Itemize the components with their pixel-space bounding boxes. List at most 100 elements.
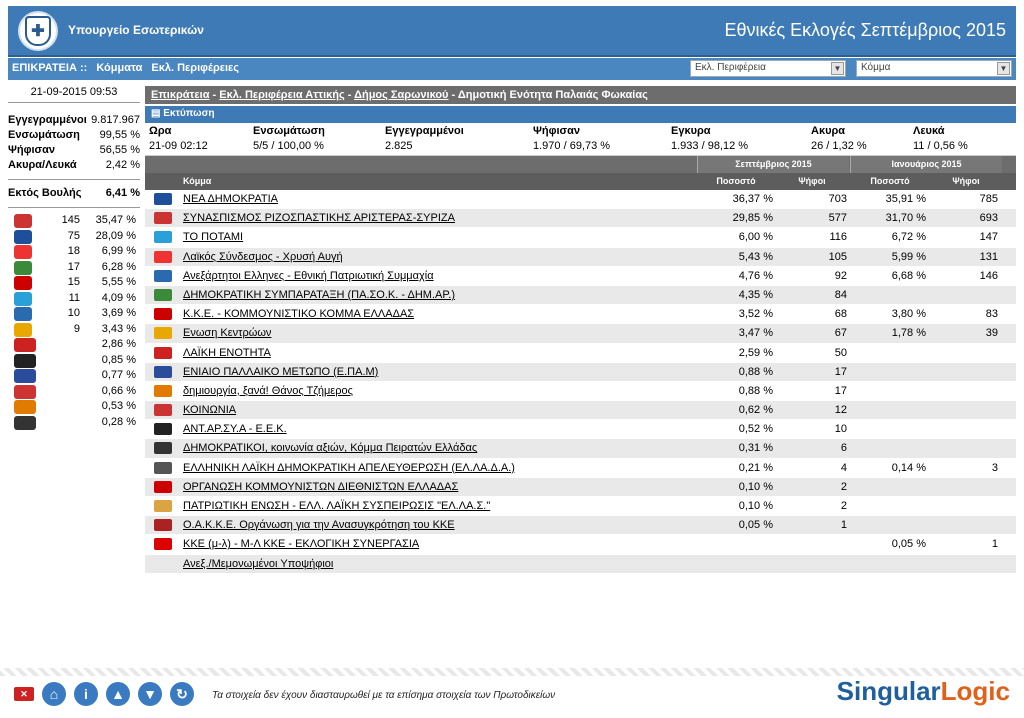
party-name-link[interactable]: Ανεξάρτητοι Ελληνες - Εθνική Πατριωτική …	[183, 269, 434, 282]
party-percent: 0,53 %	[101, 400, 136, 412]
jan-votes: 146	[979, 269, 998, 282]
party-name-link[interactable]: Ενωση Κεντρώων	[183, 327, 272, 340]
party-name-link[interactable]: Ανεξ./Μεμονωμένοι Υποψήφιοι	[183, 557, 334, 570]
party-name-link[interactable]: δημιουργία, ξανά! Θάνος Τζήμερος	[183, 384, 353, 397]
party-summary-row: 2,86 %	[8, 338, 140, 354]
jan-votes: 3	[991, 461, 998, 474]
stat-value: 2,42 %	[105, 159, 140, 171]
summary-time-value: 21-09 02:12	[149, 140, 208, 152]
sept-votes: 67	[834, 327, 847, 340]
sept-votes: 577	[828, 212, 847, 225]
sept-percent: 0,10 %	[738, 480, 773, 493]
stat-label: Ψήφισαν	[8, 144, 55, 156]
party-summary-row: 75 28,09 %	[8, 229, 140, 246]
nav-item-parties[interactable]: Κόμματα	[96, 62, 143, 74]
party-summary-row: 0,66 %	[8, 384, 140, 401]
party-seats: 75	[67, 229, 80, 242]
party-name-link[interactable]: ΕΝΙΑΙΟ ΠΑΛΛΑΙΚΟ ΜΕΤΩΠΟ (Ε.ΠΑ.Μ)	[183, 365, 379, 378]
table-row: Ο.Α.Κ.Κ.Ε. Οργάνωση για την Ανασυγκρότησ…	[145, 516, 1016, 536]
party-summary-row: 0,28 %	[8, 415, 140, 432]
summary-invalid-label: Ακυρα	[811, 125, 846, 137]
sept-votes: 84	[834, 288, 847, 301]
table-row: ΝΕΑ ΔΗΜΟΚΡΑΤΙΑ 36,37 % 703 35,91 % 785	[145, 190, 1016, 210]
disclaimer-note: Τα στοιχεία δεν έχουν διασταυρωθεί με τα…	[212, 690, 556, 701]
party-name-link[interactable]: ΝΕΑ ΔΗΜΟΚΡΑΤΙΑ	[183, 193, 278, 205]
sept-votes: 50	[834, 346, 847, 359]
table-header-columns: Κόμμα Ποσοστό Ψήφοι Ποσοστό Ψήφοι	[145, 173, 1016, 190]
party-percent: 6,28 %	[101, 260, 136, 273]
footer-divider	[0, 668, 1024, 676]
print-icon: ▤	[151, 108, 164, 119]
home-icon[interactable]: ⌂	[42, 682, 66, 706]
party-name-link[interactable]: ΤΟ ΠΟΤΑΜΙ	[183, 231, 244, 244]
party-name-link[interactable]: ΣΥΝΑΣΠΙΣΜΟΣ ΡΙΖΟΣΠΑΣΤΙΚΗΣ ΑΡΙΣΤΕΡΑΣ-ΣΥΡΙ…	[183, 212, 455, 225]
party-percent: 0,85 %	[101, 353, 136, 366]
party-name-link[interactable]: ΔΗΜΟΚΡΑΤΙΚΟΙ, κοινωνία αξιών, Κόμμα Πειρ…	[183, 442, 478, 455]
party-select[interactable]: Κόμμα ▼	[856, 60, 1012, 77]
party-seats: 18	[67, 245, 80, 257]
sept-votes: 68	[834, 308, 847, 321]
party-logo-icon	[154, 519, 172, 532]
nav-item-territory[interactable]: ΕΠΙΚΡΑΤΕΙΑ ::	[12, 62, 88, 74]
party-percent: 28,09 %	[95, 229, 136, 242]
table-row: ΔΗΜΟΚΡΑΤΙΚΟΙ, κοινωνία αξιών, Κόμμα Πειρ…	[145, 439, 1016, 459]
table-row: Ενωση Κεντρώων 3,47 % 67 1,78 % 39	[145, 324, 1016, 344]
breadcrumb-municipality[interactable]: Δήμος Σαρωνικού	[354, 89, 449, 101]
refresh-icon[interactable]: ↻	[170, 682, 194, 706]
nav-item-regions[interactable]: Εκλ. Περιφέρειες	[151, 62, 239, 74]
summary-valid-value: 1.933 / 98,12 %	[671, 140, 749, 152]
party-name-link[interactable]: ΔΗΜΟΚΡΑΤΙΚΗ ΣΥΜΠΑΡΑΤΑΞΗ (ΠΑ.ΣΟ.Κ. - ΔΗΜ.…	[183, 288, 455, 301]
sept-percent: 36,37 %	[732, 193, 773, 205]
english-flag-icon[interactable]: ✕	[14, 687, 34, 701]
header-sept-votes: Ψήφοι	[798, 176, 826, 186]
table-row: ΚΟΙΝΩΝΙΑ 0,62 % 12	[145, 401, 1016, 421]
party-name-link[interactable]: ΚΚΕ (μ-λ) - Μ-Λ ΚΚΕ - ΕΚΛΟΓΙΚΗ ΣΥΝΕΡΓΑΣΙ…	[183, 538, 420, 551]
table-row: ΔΗΜΟΚΡΑΤΙΚΗ ΣΥΜΠΑΡΑΤΑΞΗ (ΠΑ.ΣΟ.Κ. - ΔΗΜ.…	[145, 285, 1016, 306]
sept-percent: 4,35 %	[738, 288, 773, 301]
table-row: Κ.Κ.Ε. - ΚΟΜΜΟΥΝΙΣΤΙΚΟ ΚΟΜΜΑ ΕΛΛΑΔΑΣ 3,5…	[145, 305, 1016, 325]
party-name-link[interactable]: ΛΑΪΚΗ ΕΝΟΤΗΤΑ	[183, 346, 271, 359]
party-name-link[interactable]: Λαϊκός Σύνδεσμος - Χρυσή Αυγή	[183, 250, 343, 263]
breadcrumb-current: Δημοτική Ενότητα Παλαιάς Φωκαίας	[457, 89, 648, 101]
jan-votes: 785	[979, 193, 998, 205]
print-button[interactable]: ▤ Εκτύπωση	[145, 106, 1016, 123]
sept-votes: 105	[828, 250, 847, 263]
sept-votes: 17	[834, 365, 847, 378]
party-name-link[interactable]: Ο.Α.Κ.Κ.Ε. Οργάνωση για την Ανασυγκρότησ…	[183, 519, 455, 532]
stat-label: Εγγεγραμμένοι	[8, 114, 87, 126]
sept-percent: 2,59 %	[738, 346, 773, 359]
arrow-up-icon[interactable]: ▲	[106, 682, 130, 706]
header-jan-votes: Ψήφοι	[952, 176, 980, 186]
party-name-link[interactable]: ΚΟΙΝΩΝΙΑ	[183, 404, 237, 417]
party-percent: 35,47 %	[95, 214, 136, 226]
table-row: ΑΝΤ.ΑΡ.ΣΥ.Α - Ε.Ε.Κ. 0,52 % 10	[145, 420, 1016, 440]
page-title: Εθνικές Εκλογές Σεπτέμβριος 2015	[724, 20, 1006, 40]
party-name-link[interactable]: ΠΑΤΡΙΩΤΙΚΗ ΕΝΩΣΗ - ΕΛΛ. ΛΑΪΚΗ ΣΥΣΠΕΙΡΩΣΙ…	[183, 500, 491, 512]
party-seats: 10	[67, 307, 80, 319]
sept-percent: 3,52 %	[738, 308, 773, 321]
jan-percent: 31,70 %	[885, 212, 926, 225]
party-percent: 0,77 %	[101, 369, 136, 381]
ministry-name: Υπουργείο Εσωτερικών	[68, 23, 204, 37]
arrow-down-icon[interactable]: ▼	[138, 682, 162, 706]
party-logo-icon	[14, 369, 36, 383]
info-icon[interactable]: i	[74, 682, 98, 706]
party-name-link[interactable]: Κ.Κ.Ε. - ΚΟΜΜΟΥΝΙΣΤΙΚΟ ΚΟΜΜΑ ΕΛΛΑΔΑΣ	[183, 308, 415, 321]
breadcrumb-region[interactable]: Εκλ. Περιφέρεια Αττικής	[219, 89, 345, 101]
party-logo-icon	[14, 400, 36, 414]
party-name-link[interactable]: ΕΛΛΗΝΙΚΗ ΛΑΪΚΗ ΔΗΜΟΚΡΑΤΙΚΗ ΑΠΕΛΕΥΘΕΡΩΣΗ …	[183, 461, 515, 474]
party-logo-icon	[14, 322, 32, 337]
party-percent: 0,66 %	[101, 384, 136, 397]
header-jan-pct: Ποσοστό	[870, 176, 910, 186]
jan-votes: 131	[979, 250, 998, 263]
party-percent: 3,69 %	[101, 307, 136, 319]
breadcrumb-territory[interactable]: Επικράτεια	[151, 89, 210, 101]
summary-integration-value: 5/5 / 100,00 %	[253, 140, 324, 152]
table-row: ΕΝΙΑΙΟ ΠΑΛΛΑΙΚΟ ΜΕΤΩΠΟ (Ε.ΠΑ.Μ) 0,88 % 1…	[145, 362, 1016, 382]
sept-percent: 0,31 %	[738, 442, 773, 455]
region-select[interactable]: Εκλ. Περιφέρεια ▼	[690, 60, 846, 77]
party-name-link[interactable]: ΟΡΓΑΝΩΣΗ ΚΟΜΜΟΥΝΙΣΤΩΝ ΔΙΕΘΝΙΣΤΩΝ ΕΛΛΑΔΑΣ	[183, 480, 459, 493]
party-name-link[interactable]: ΑΝΤ.ΑΡ.ΣΥ.Α - Ε.Ε.Κ.	[183, 423, 287, 436]
summary-integration-label: Ενσωμάτωση	[253, 125, 325, 137]
ministry-logo: ✚	[18, 11, 58, 51]
